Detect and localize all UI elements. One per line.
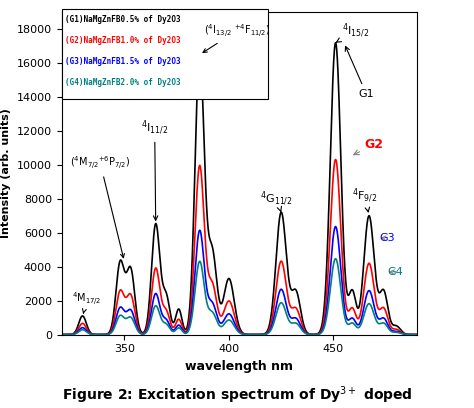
Bar xyxy=(62,9,268,99)
Text: ($^4$M$_{7/2}$$^{+6}$P$_{7/2}$): ($^4$M$_{7/2}$$^{+6}$P$_{7/2}$) xyxy=(70,155,130,258)
Text: G1: G1 xyxy=(345,47,374,99)
Text: (G3)NaMgZnFB1.5% of Dy2O3: (G3)NaMgZnFB1.5% of Dy2O3 xyxy=(65,58,181,67)
Text: (G4)NaMgZnFB2.0% of Dy2O3: (G4)NaMgZnFB2.0% of Dy2O3 xyxy=(65,78,181,87)
Text: $^4$M$_{17/2}$: $^4$M$_{17/2}$ xyxy=(72,290,101,313)
Text: Figure 2: Excitation spectrum of Dy$^{3+}$ doped: Figure 2: Excitation spectrum of Dy$^{3+… xyxy=(62,384,412,406)
Text: (G2)NaMgZnFB1.0% of Dy2O3: (G2)NaMgZnFB1.0% of Dy2O3 xyxy=(65,36,181,45)
Text: (G2)NaMgZnFB1.0% of Dy2O3: (G2)NaMgZnFB1.0% of Dy2O3 xyxy=(65,36,181,45)
X-axis label: wavelength nm: wavelength nm xyxy=(185,360,293,373)
Text: (G1)NaMgZnFB0.5% of Dy2O3: (G1)NaMgZnFB0.5% of Dy2O3 xyxy=(65,16,181,24)
Text: (G3)NaMgZnFB1.5% of Dy2O3: (G3)NaMgZnFB1.5% of Dy2O3 xyxy=(65,58,181,67)
Text: $^4$I$_{15/2}$: $^4$I$_{15/2}$ xyxy=(337,21,369,42)
Text: $^4$G$_{11/2}$: $^4$G$_{11/2}$ xyxy=(260,189,293,211)
Text: G3: G3 xyxy=(380,233,395,243)
Text: ($^4$I$_{13/2}$ $^{+4}$F$_{11/2}$): ($^4$I$_{13/2}$ $^{+4}$F$_{11/2}$) xyxy=(203,22,270,53)
Text: G2: G2 xyxy=(354,138,384,155)
Text: $^4$I$_{11/2}$: $^4$I$_{11/2}$ xyxy=(141,118,168,220)
Text: $^4$F$_{9/2}$: $^4$F$_{9/2}$ xyxy=(352,186,378,212)
Y-axis label: Intensity (arb. units): Intensity (arb. units) xyxy=(1,109,11,238)
Text: G4: G4 xyxy=(388,267,403,277)
Text: (G1)NaMgZnFB0.5% of Dy2O3: (G1)NaMgZnFB0.5% of Dy2O3 xyxy=(65,16,181,24)
Text: (G4)NaMgZnFB2.0% of Dy2O3: (G4)NaMgZnFB2.0% of Dy2O3 xyxy=(65,78,181,87)
